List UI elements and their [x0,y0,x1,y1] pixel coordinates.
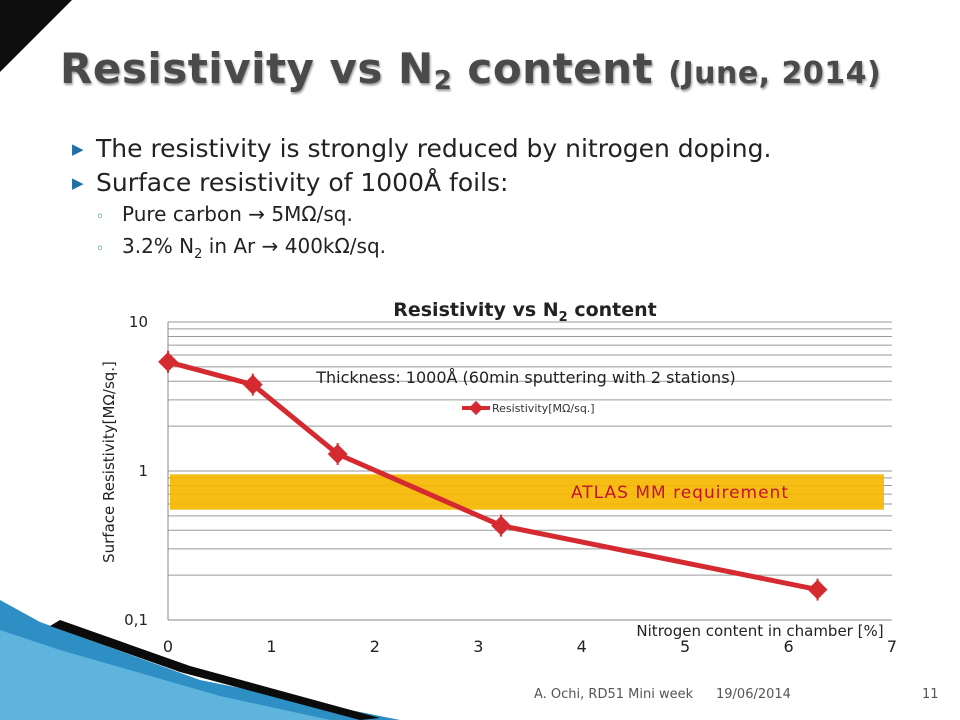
x-tick-label: 7 [887,637,897,656]
x-tick-labels: 0 1 2 3 4 5 6 7 [163,637,897,656]
title-date: (June, 2014) [668,56,882,91]
bullet-item: ▶ Surface resistivity of 1000Å foils: [72,166,771,200]
sub-bullet-circle-icon: ◦ [96,209,105,225]
x-tick-label: 0 [163,637,173,656]
x-tick-label: 5 [680,637,690,656]
sub-bullet-item: ◦ Pure carbon → 5MΩ/sq. [96,200,771,232]
bullet-arrow-icon: ▶ [72,140,84,158]
y-tick-labels: 10 1 0,1 [124,313,148,629]
data-point [491,515,511,536]
data-point [242,374,263,395]
corner-swoosh-decoration [0,600,400,720]
x-tick-label: 1 [266,637,276,656]
footer-author: A. Ochi, RD51 Mini week [534,687,694,702]
atlas-requirement-label: ATLAS MM requirement [571,483,789,503]
footer-date: 19/06/2014 [716,687,791,702]
sub-bullet-circle-icon: ◦ [96,241,105,257]
bullet-list: ▶ The resistivity is strongly reduced by … [72,132,771,269]
y-tick-label: 10 [129,313,148,331]
atlas-requirement-band [170,474,884,510]
x-tick-label: 6 [783,637,793,656]
sub-bullet-item: ◦ 3.2% N2 in Ar → 400kΩ/sq. [96,234,386,262]
page-number: 11 [922,687,939,702]
chart-grid [168,321,892,621]
chart-title: Resistivity vs N2 content [393,299,657,325]
y-axis-label: Surface Resistivity[MΩ/sq.] [100,361,118,563]
chart-subtitle: Thickness: 1000Å (60min sputtering with … [315,368,736,387]
x-axis-label: Nitrogen content in chamber [%] [636,622,883,640]
slide-title: Resistivity vs N2 content (June, 2014) [60,44,882,96]
x-tick-label: 3 [473,637,483,656]
y-tick-label: 1 [138,462,148,480]
bullet-arrow-icon: ▶ [72,174,84,192]
x-tick-label: 4 [577,637,587,656]
data-point [807,579,828,600]
bullet-item: ▶ The resistivity is strongly reduced by … [72,132,771,166]
legend-marker [468,400,484,416]
legend-label: Resistivity[MΩ/sq.] [492,402,595,415]
data-point [327,444,348,464]
series-points [158,350,828,601]
data-point [158,351,178,372]
x-tick-label: 2 [370,637,380,656]
legend: Resistivity[MΩ/sq.] [462,400,595,416]
y-tick-label: 0,1 [124,611,148,629]
